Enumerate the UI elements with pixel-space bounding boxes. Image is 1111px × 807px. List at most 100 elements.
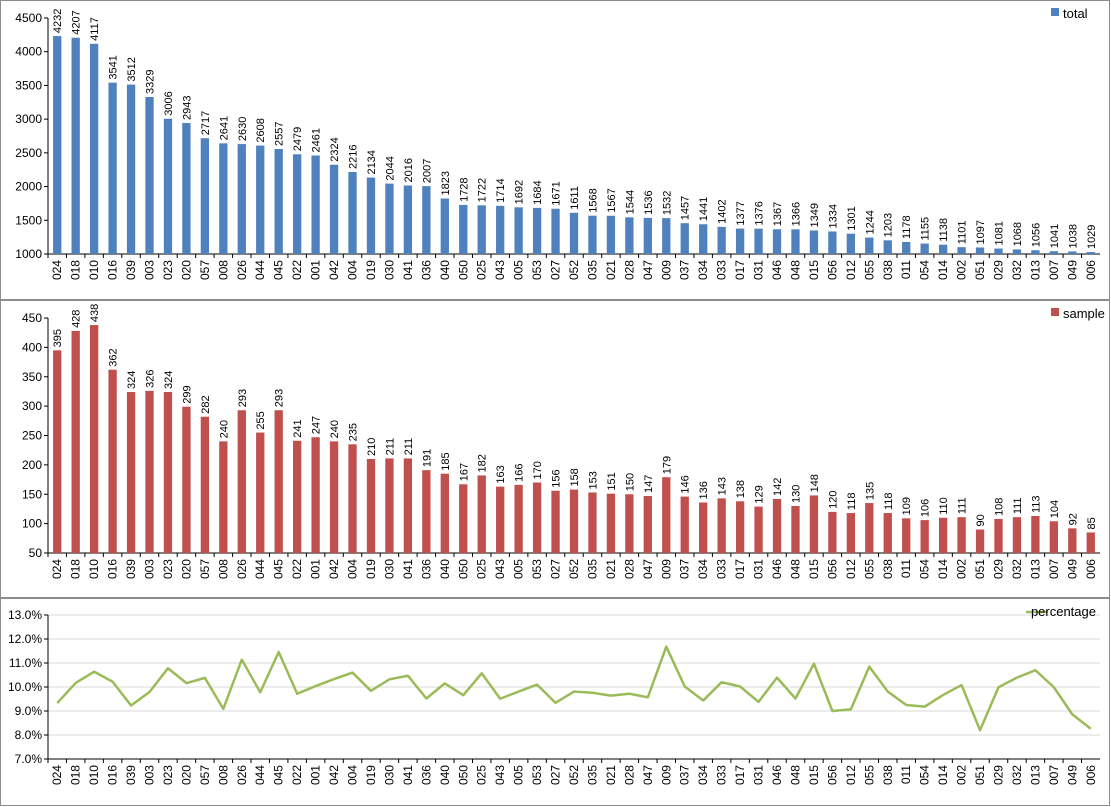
panel-border <box>0 300 1110 598</box>
bar-016 <box>108 369 117 553</box>
bar-026 <box>237 144 246 254</box>
x-tick-label: 013 <box>1028 559 1042 579</box>
x-tick-label: 006 <box>1084 765 1098 785</box>
x-tick-label: 026 <box>235 765 249 785</box>
data-label-011: 109 <box>901 497 913 515</box>
x-tick-label: 052 <box>567 260 581 280</box>
x-tick-label: 055 <box>862 260 876 280</box>
x-tick-label: 011 <box>899 559 913 578</box>
x-tick-label: 019 <box>364 260 378 280</box>
x-tick-label: 015 <box>807 559 821 579</box>
chart-panel-3: 7.0% 8.0% 9.0% 10.0% 11.0% 12.0% 13.0% 024 018 01… <box>0 598 1110 806</box>
bar-031 <box>754 506 763 553</box>
x-tick-label: 023 <box>161 559 175 579</box>
x-tick-label: 041 <box>401 559 415 579</box>
x-tick-label: 024 <box>50 765 64 785</box>
x-tick-label: 010 <box>87 260 101 280</box>
x-tick-label: 036 <box>419 260 433 280</box>
bar-010 <box>89 43 99 255</box>
x-tick-label: 049 <box>1065 260 1079 280</box>
bar-057 <box>200 416 210 553</box>
x-tick-label: 013 <box>1028 765 1042 785</box>
x-tick-label: 019 <box>364 559 378 579</box>
bar-055 <box>865 503 874 553</box>
x-tick-label: 044 <box>253 765 267 785</box>
bar-004 <box>348 172 357 254</box>
x-tick-label: 050 <box>456 260 470 280</box>
data-label-046: 142 <box>772 478 784 496</box>
data-label-008: 240 <box>218 420 230 438</box>
y-tick-label: 450 <box>22 311 42 325</box>
data-label-045: 2557 <box>274 122 286 146</box>
data-label-037: 146 <box>680 475 692 493</box>
x-tick-label: 014 <box>936 260 950 280</box>
x-tick-label: 007 <box>1047 559 1061 579</box>
x-tick-label: 008 <box>216 765 230 785</box>
bar-023 <box>163 392 173 553</box>
bar-003 <box>145 96 154 254</box>
x-tick-label: 011 <box>899 260 913 279</box>
data-label-036: 2007 <box>421 159 433 183</box>
data-label-024: 4232 <box>52 9 64 33</box>
data-label-029: 1081 <box>993 221 1005 245</box>
bar-043 <box>496 205 505 254</box>
x-tick-label: 027 <box>549 260 563 280</box>
data-label-001: 2461 <box>311 128 323 152</box>
bar-014 <box>938 517 948 553</box>
x-tick-label: 030 <box>382 559 396 579</box>
x-tick-label: 054 <box>918 260 932 280</box>
legend-swatch <box>1051 308 1059 316</box>
x-tick-label: 003 <box>143 260 157 280</box>
x-tick-label: 003 <box>143 765 157 785</box>
x-tick-label: 018 <box>69 559 83 579</box>
x-tick-label: 026 <box>235 260 249 280</box>
x-tick-label: 029 <box>991 559 1005 579</box>
y-tick-label: 150 <box>22 487 42 501</box>
x-tick-label: 005 <box>512 765 526 785</box>
data-label-043: 163 <box>495 465 507 483</box>
data-label-057: 282 <box>200 395 212 413</box>
bar-024 <box>53 350 62 553</box>
data-label-001: 247 <box>311 416 323 434</box>
data-label-018: 4207 <box>71 10 83 34</box>
data-label-009: 179 <box>661 456 673 474</box>
bar-025 <box>477 205 486 254</box>
data-label-050: 167 <box>458 463 470 481</box>
x-tick-label: 045 <box>272 765 286 785</box>
data-label-004: 2216 <box>348 145 360 169</box>
x-tick-label: 037 <box>678 559 692 579</box>
x-tick-label: 045 <box>272 260 286 280</box>
x-tick-label: 056 <box>825 765 839 785</box>
x-tick-label: 052 <box>567 765 581 785</box>
data-label-040: 185 <box>440 452 452 470</box>
x-tick-label: 049 <box>1065 559 1079 579</box>
data-label-003: 3329 <box>145 69 157 93</box>
y-tick-label: 400 <box>22 340 42 354</box>
data-label-049: 1038 <box>1067 224 1079 248</box>
data-label-057: 2717 <box>200 111 212 135</box>
bar-046 <box>772 229 782 254</box>
x-tick-label: 020 <box>179 260 193 280</box>
x-tick-label: 010 <box>87 765 101 785</box>
x-tick-label: 028 <box>622 559 636 579</box>
x-tick-label: 041 <box>401 260 415 280</box>
data-label-048: 130 <box>790 485 802 503</box>
data-label-013: 1056 <box>1030 223 1042 247</box>
x-tick-label: 019 <box>364 765 378 785</box>
x-tick-label: 031 <box>752 559 766 579</box>
bar-022 <box>293 440 302 553</box>
x-tick-label: 025 <box>475 260 489 280</box>
y-tick-label: 13.0% <box>8 608 42 622</box>
bar-042 <box>329 441 339 553</box>
x-tick-label: 055 <box>862 765 876 785</box>
data-label-006: 85 <box>1086 517 1098 529</box>
bar-028 <box>625 494 634 553</box>
data-label-014: 1138 <box>938 218 950 242</box>
data-label-002: 111 <box>957 497 969 514</box>
x-tick-label: 037 <box>678 765 692 785</box>
bar-014 <box>938 244 948 254</box>
bar-007 <box>1049 251 1059 254</box>
x-tick-label: 018 <box>69 260 83 280</box>
x-tick-label: 050 <box>456 559 470 579</box>
